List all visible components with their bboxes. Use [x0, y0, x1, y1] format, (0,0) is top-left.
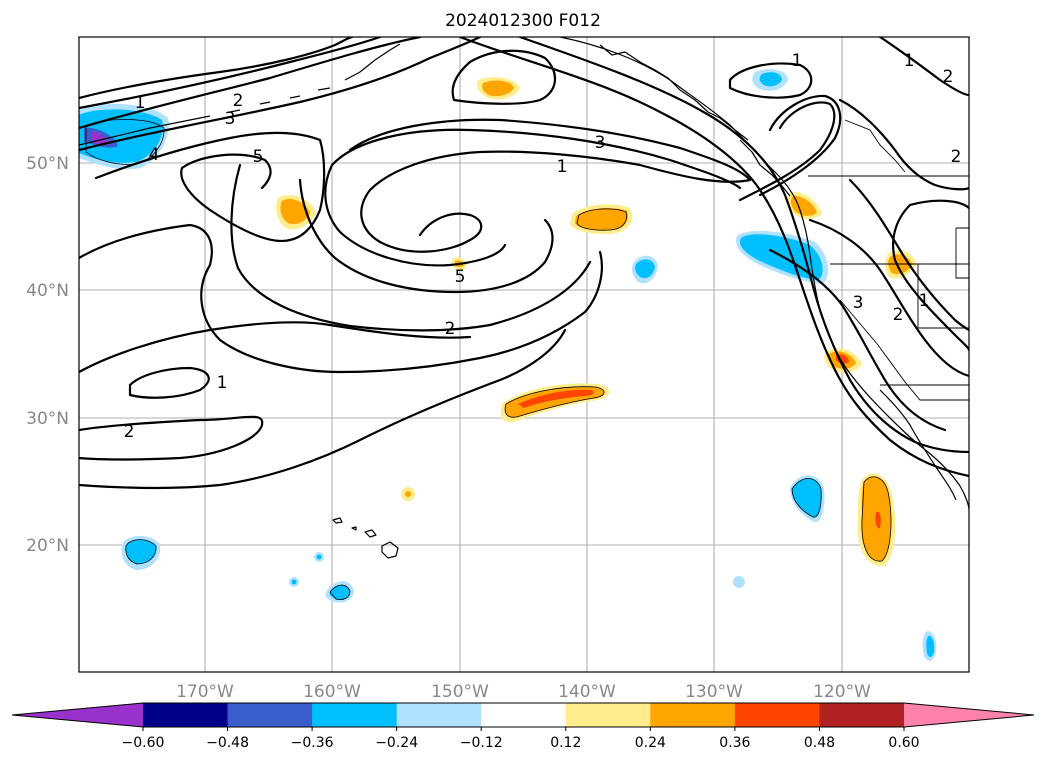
latitude-labels: 50°N 40°N 30°N 20°N	[26, 154, 69, 556]
map-area: 1 2 3 4 5 3 1 5 2 1 2 1 2 3 2 1 1 2	[79, 37, 969, 672]
lat-label: 50°N	[26, 154, 69, 174]
lon-label: 160°W	[303, 682, 361, 702]
colorbar-cell	[227, 703, 313, 727]
colorbar-cell	[312, 703, 398, 727]
colorbar-tick-label: −0.60	[122, 735, 165, 751]
contour-label: 2	[951, 147, 962, 167]
longitude-labels: 170°W 160°W 150°W 140°W 130°W 120°W	[176, 682, 871, 702]
contour-label: 1	[904, 51, 915, 71]
shaded-anomalies	[79, 69, 937, 661]
contour-label: 1	[557, 157, 568, 177]
colorbar-cell	[650, 703, 736, 727]
colorbar-tick-label: −0.48	[206, 735, 249, 751]
lon-label: 150°W	[431, 682, 489, 702]
contour-label: 2	[233, 91, 244, 111]
colorbar-cell	[565, 703, 651, 727]
colorbar-tick-label: 0.48	[804, 735, 835, 751]
contour-label: 3	[853, 293, 864, 313]
colorbar-cell	[819, 703, 905, 727]
colorbar-tick-label: 0.60	[888, 735, 919, 751]
colorbar-tick-label: −0.12	[460, 735, 503, 751]
lon-label: 170°W	[176, 682, 234, 702]
contour-label: 2	[943, 67, 954, 87]
colorbar-cell	[481, 703, 567, 727]
contour-label: 1	[792, 51, 803, 71]
colorbar-extend-left	[12, 703, 143, 727]
contours	[79, 37, 969, 490]
plot-title: 2024012300 F012	[445, 11, 601, 31]
contour-label: 2	[445, 319, 456, 339]
colorbar-tick-label: 0.36	[719, 735, 750, 751]
contour-label: 3	[595, 133, 606, 153]
colorbar-extend-right	[904, 703, 1034, 727]
lon-label: 130°W	[685, 682, 743, 702]
contour-label: 3	[225, 109, 236, 129]
map-frame	[78, 36, 970, 673]
contour-label: 4	[149, 145, 160, 165]
anomaly-outlines	[85, 119, 892, 600]
colorbar-tick-label: 0.12	[550, 735, 581, 751]
contour-label: 2	[893, 305, 904, 325]
colorbar-tick-label: −0.24	[375, 735, 418, 751]
lon-label: 120°W	[813, 682, 871, 702]
contour-label: 1	[919, 291, 930, 311]
colorbar-cell	[396, 703, 482, 727]
lon-label: 140°W	[558, 682, 616, 702]
contour-label: 2	[124, 422, 135, 442]
colorbar-cell	[734, 703, 820, 727]
colorbar-tick-label: −0.36	[291, 735, 334, 751]
lat-label: 40°N	[26, 281, 69, 301]
colorbar-tick-label: 0.24	[635, 735, 666, 751]
contour-labels: 1 2 3 4 5 3 1 5 2 1 2 1 2 3 2 1 1 2	[124, 51, 962, 442]
lat-label: 30°N	[26, 409, 69, 429]
contour-label: 1	[217, 373, 228, 393]
contour-label: 5	[455, 267, 466, 287]
coastlines	[79, 37, 969, 559]
contour-label: 5	[253, 147, 264, 167]
colorbar: −0.60 −0.48 −0.36 −0.24 −0.12 0.12 0.24 0.36 0.4…	[11, 702, 1035, 751]
colorbar-cell	[143, 703, 229, 727]
contour-label: 1	[135, 93, 146, 113]
lat-label: 20°N	[26, 536, 69, 556]
